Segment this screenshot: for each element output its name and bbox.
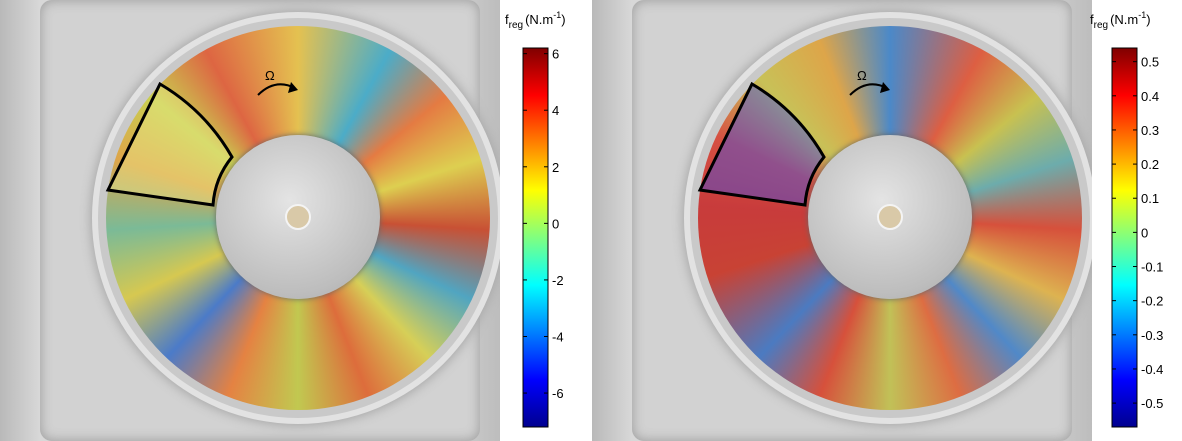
exponent: -1 [1138, 10, 1146, 20]
tick-label: 0.5 [1141, 55, 1159, 70]
blade-sector [697, 81, 826, 207]
tick-label: -4 [552, 329, 564, 344]
tick-label: 0.3 [1141, 123, 1159, 138]
subscript: reg [1094, 20, 1108, 31]
tick-label: 2 [552, 160, 559, 175]
tick-label: 0 [552, 216, 559, 231]
subscript: reg [509, 20, 523, 31]
arrow-head [288, 82, 298, 93]
colorbar-label: freg (N.m-1) [1090, 10, 1151, 31]
close: ) [561, 12, 565, 27]
colorbar-label: freg (N.m-1) [505, 10, 566, 31]
tick-label: -0.5 [1141, 396, 1163, 411]
hub-cap [877, 204, 903, 230]
colorbar-fill [1111, 47, 1138, 428]
overlay: Ω [105, 68, 298, 207]
tick-label: -2 [552, 273, 564, 288]
exponent: -1 [553, 10, 561, 20]
unit: (N.m [1110, 12, 1138, 27]
tick-label: 0.2 [1141, 157, 1159, 172]
tick-label: -0.2 [1141, 294, 1163, 309]
tick-label: -0.4 [1141, 362, 1163, 377]
symbol: f [505, 12, 509, 27]
close: ) [1146, 12, 1150, 27]
blade-sector [105, 81, 234, 207]
tick-label: 6 [552, 47, 559, 62]
photo: Ω [592, 0, 1092, 441]
tick-label: 0.1 [1141, 191, 1159, 206]
tick-label: 4 [552, 103, 559, 118]
hub-cap [285, 204, 311, 230]
photo: Ω [0, 0, 500, 441]
arrow-head [880, 82, 890, 93]
tick-label: -0.3 [1141, 328, 1163, 343]
tick-label: -6 [552, 386, 564, 401]
unit: (N.m [525, 12, 553, 27]
rotation-label: Ω [265, 68, 275, 83]
overlay: Ω [697, 68, 890, 207]
colorbar-fill [522, 47, 549, 428]
rotation-label: Ω [857, 68, 867, 83]
tick-label: -0.1 [1141, 260, 1163, 275]
tick-label: 0.4 [1141, 89, 1159, 104]
tick-label: 0 [1141, 225, 1148, 240]
